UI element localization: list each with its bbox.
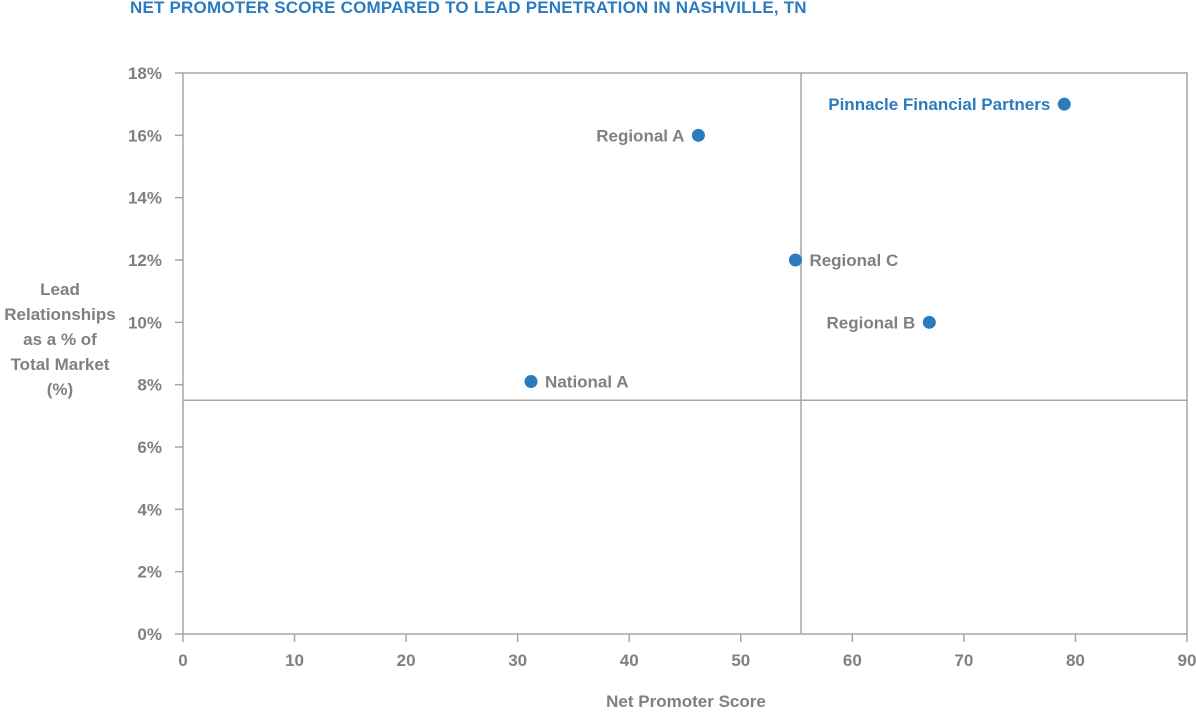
y-axis: 0% 2% 4% 6% 8% 10% 12% 14% 16% 18%	[128, 64, 183, 644]
x-tick-label: 90	[1178, 651, 1196, 670]
y-tick-label: 4%	[137, 500, 162, 519]
data-point	[691, 128, 705, 142]
data-point	[788, 253, 802, 267]
x-tick-label: 20	[397, 651, 416, 670]
x-tick-label: 70	[954, 651, 973, 670]
x-tick-label: 40	[620, 651, 639, 670]
data-point-label: Pinnacle Financial Partners	[828, 95, 1050, 114]
y-tick-label: 8%	[137, 376, 162, 395]
y-tick-label: 18%	[128, 64, 162, 83]
data-point-label: Regional C	[809, 251, 898, 270]
data-point-label: National A	[545, 373, 628, 392]
y-tick-label: 16%	[128, 126, 162, 145]
data-point-label: Regional B	[827, 313, 916, 332]
data-point	[922, 315, 936, 329]
y-tick-label: 14%	[128, 189, 162, 208]
plot-frame	[182, 72, 1188, 635]
data-point	[524, 375, 538, 389]
y-tick-label: 0%	[137, 625, 162, 644]
chart-title: NET PROMOTER SCORE COMPARED TO LEAD PENE…	[130, 0, 807, 17]
y-axis-title: Lead Relationships as a % of Total Marke…	[4, 280, 116, 399]
data-point	[1057, 97, 1071, 111]
x-axis: 0 10 20 30 40 50 60 70 80 90	[178, 634, 1196, 670]
x-tick-label: 60	[843, 651, 862, 670]
data-point-label: Regional A	[596, 126, 684, 145]
x-tick-label: 80	[1066, 651, 1085, 670]
y-tick-label: 12%	[128, 251, 162, 270]
x-tick-label: 30	[508, 651, 527, 670]
x-tick-label: 10	[285, 651, 304, 670]
y-tick-label: 10%	[128, 313, 162, 332]
y-tick-label: 6%	[137, 438, 162, 457]
x-tick-label: 0	[178, 651, 187, 670]
x-axis-title: Net Promoter Score	[606, 692, 766, 711]
y-tick-label: 2%	[137, 563, 162, 582]
reference-lines	[183, 73, 1187, 634]
data-points: Pinnacle Financial Partners Regional A Reg…	[524, 95, 1071, 392]
x-tick-label: 50	[731, 651, 750, 670]
